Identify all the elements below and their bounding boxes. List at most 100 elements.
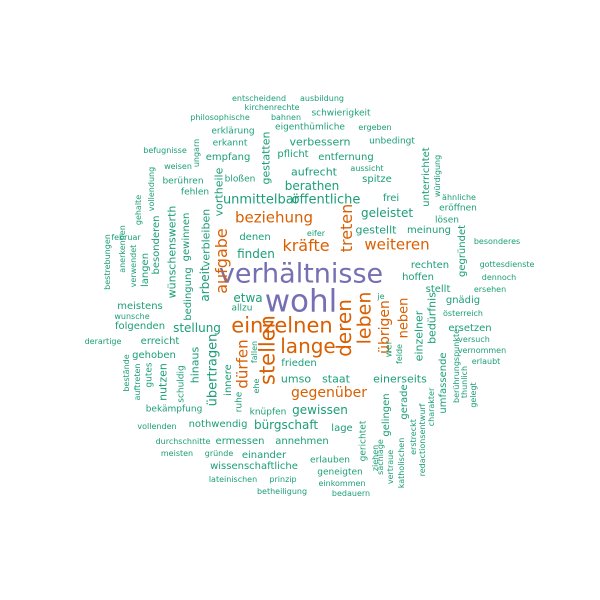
word-gehoben: gehoben bbox=[132, 350, 176, 361]
word-gerade: gerade bbox=[399, 384, 410, 420]
word-einkommen: einkommen bbox=[318, 479, 366, 488]
word-gruende: gründe bbox=[204, 449, 234, 458]
word-durchschnitte: durchschnitte bbox=[155, 437, 211, 446]
word-treten: treten bbox=[337, 203, 356, 253]
word-gegenueber: gegenüber bbox=[290, 385, 368, 401]
word-knuepfen: knüpfen bbox=[249, 407, 287, 418]
word-weiteren: weiteren bbox=[364, 235, 430, 254]
word-betheiligung: betheiligung bbox=[256, 487, 308, 496]
word-ausbildung: ausbildung bbox=[300, 94, 344, 103]
word-einzelner: einzelner bbox=[412, 310, 426, 362]
word-charakter: charakter bbox=[427, 387, 436, 427]
word-vertraue: vertraue bbox=[386, 449, 395, 485]
word-hinaus: hinaus bbox=[188, 346, 202, 384]
word-fallen: fallen bbox=[250, 340, 259, 364]
word-eifer: eifer bbox=[306, 229, 326, 238]
word-je: je bbox=[377, 292, 385, 301]
word-wuerdigung: würdigung bbox=[433, 154, 442, 198]
word-bahnen: bahnen bbox=[270, 113, 302, 122]
word-blossen: bloßen bbox=[224, 174, 256, 185]
word-nothwendig: nothwendig bbox=[188, 419, 248, 430]
word-stellung: stellung bbox=[173, 321, 221, 335]
word-wissenschaftliche: wissenschaftliche bbox=[210, 461, 298, 472]
word-erkannt: erkannt bbox=[212, 138, 248, 149]
word-staat: staat bbox=[322, 372, 350, 386]
word-allzu: allzu bbox=[231, 303, 253, 314]
word-loesen: lösen bbox=[435, 215, 459, 226]
word-gelegt: gelegt bbox=[469, 382, 478, 408]
word-annehmen: annehmen bbox=[275, 436, 329, 447]
word-empfang: empfang bbox=[205, 152, 251, 163]
word-gewissen: gewissen bbox=[292, 403, 348, 417]
word-verwendet: verwendet bbox=[129, 244, 138, 288]
word-auftreten: auftreten bbox=[133, 363, 142, 401]
word-folgenden: folgenden bbox=[114, 321, 166, 332]
word-ehe: ehe bbox=[252, 378, 261, 394]
word-meistens: meistens bbox=[117, 301, 163, 312]
word-rechten: rechten bbox=[410, 260, 450, 271]
word-gottesdienste: gottesdienste bbox=[479, 260, 535, 269]
word-umso: umso bbox=[280, 372, 312, 386]
word-vollenden: vollenden bbox=[137, 422, 177, 431]
word-prinzip: prinzip bbox=[269, 475, 297, 484]
word-derartige: derartige bbox=[84, 337, 122, 346]
word-wohl: wohl bbox=[264, 283, 338, 320]
word-vortheile: vortheile bbox=[212, 167, 226, 217]
word-wuenschenswerth: wünschenswerth bbox=[165, 205, 179, 299]
word-bedauern: bedauern bbox=[331, 489, 371, 498]
word-leben: leben bbox=[353, 291, 376, 345]
word-uebertragen: übertragen bbox=[205, 333, 221, 407]
word-gehalte: gehalte bbox=[134, 194, 143, 226]
word-etwa: etwa bbox=[233, 291, 263, 305]
word-beziehung: beziehung bbox=[234, 208, 314, 227]
word-bekaempfung: bekämpfung bbox=[145, 404, 203, 415]
word-entfernung: entfernung bbox=[318, 152, 374, 163]
word-sachlage: sachlage bbox=[376, 439, 385, 475]
word-aussicht: aussicht bbox=[350, 164, 384, 173]
word-weisen: weisen bbox=[164, 162, 192, 171]
word-spitze: spitze bbox=[362, 174, 392, 185]
word-lange: lange bbox=[280, 334, 336, 358]
word-oesterreich: österreich bbox=[443, 309, 483, 318]
word-aufgabe: aufgabe bbox=[212, 228, 231, 294]
word-beduerfnis: bedürfnis bbox=[425, 292, 439, 344]
word-denen: denen bbox=[239, 232, 271, 243]
word-versuch: versuch bbox=[458, 335, 490, 344]
word-befugnisse: befugnisse bbox=[143, 146, 187, 155]
word-besonderen: besonderen bbox=[151, 215, 162, 275]
word-oeffentliche: öffentliche bbox=[291, 192, 361, 208]
word-langen: langen bbox=[140, 252, 151, 288]
word-unbedingt: unbedingt bbox=[369, 136, 415, 147]
word-katholischen: katholischen bbox=[397, 437, 406, 489]
word-erklaerung: erklärung bbox=[211, 126, 255, 137]
word-kirchenrechte: kirchenrechte bbox=[244, 103, 300, 112]
word-deren: deren bbox=[332, 299, 356, 357]
word-ermessen: ermessen bbox=[215, 436, 265, 447]
word-unmittelbar: unmittelbar bbox=[222, 192, 300, 208]
word-wunsche: wunsche bbox=[114, 312, 150, 321]
word-stellt: stellt bbox=[425, 284, 451, 295]
word-vollendung: vollendung bbox=[147, 166, 156, 212]
word-umfassende: umfassende bbox=[438, 352, 449, 414]
word-eroeffnen: eröffnen bbox=[439, 203, 477, 214]
word-innere: innere bbox=[223, 364, 234, 396]
word-verbessern: verbessern bbox=[289, 135, 351, 149]
word-neben: neben bbox=[396, 297, 412, 339]
word-ungarn: ungarn bbox=[192, 138, 201, 168]
word-duerfen: dürfen bbox=[233, 339, 252, 389]
word-unterrichtet: unterrichtet bbox=[421, 147, 432, 207]
word-februar: februar bbox=[111, 233, 141, 242]
word-geleistet: geleistet bbox=[360, 206, 414, 220]
word-verbleiben: verbleiben bbox=[199, 208, 213, 268]
word-gnaedig: gnädig bbox=[445, 295, 481, 306]
word-bestaende: bestände bbox=[122, 354, 131, 392]
word-thunlich: thunlich bbox=[460, 365, 469, 399]
word-meisten: meisten bbox=[160, 449, 194, 458]
word-gutes: gutes bbox=[144, 362, 155, 388]
word-gestellt: gestellt bbox=[355, 223, 397, 237]
word-frieden: frieden bbox=[281, 358, 317, 369]
word-aehnliche: ähnliche bbox=[442, 193, 476, 202]
word-gewinnen: gewinnen bbox=[181, 212, 192, 262]
word-stellen: stellen bbox=[255, 315, 280, 385]
word-eigenthuemliche: eigenthümliche bbox=[275, 122, 345, 133]
